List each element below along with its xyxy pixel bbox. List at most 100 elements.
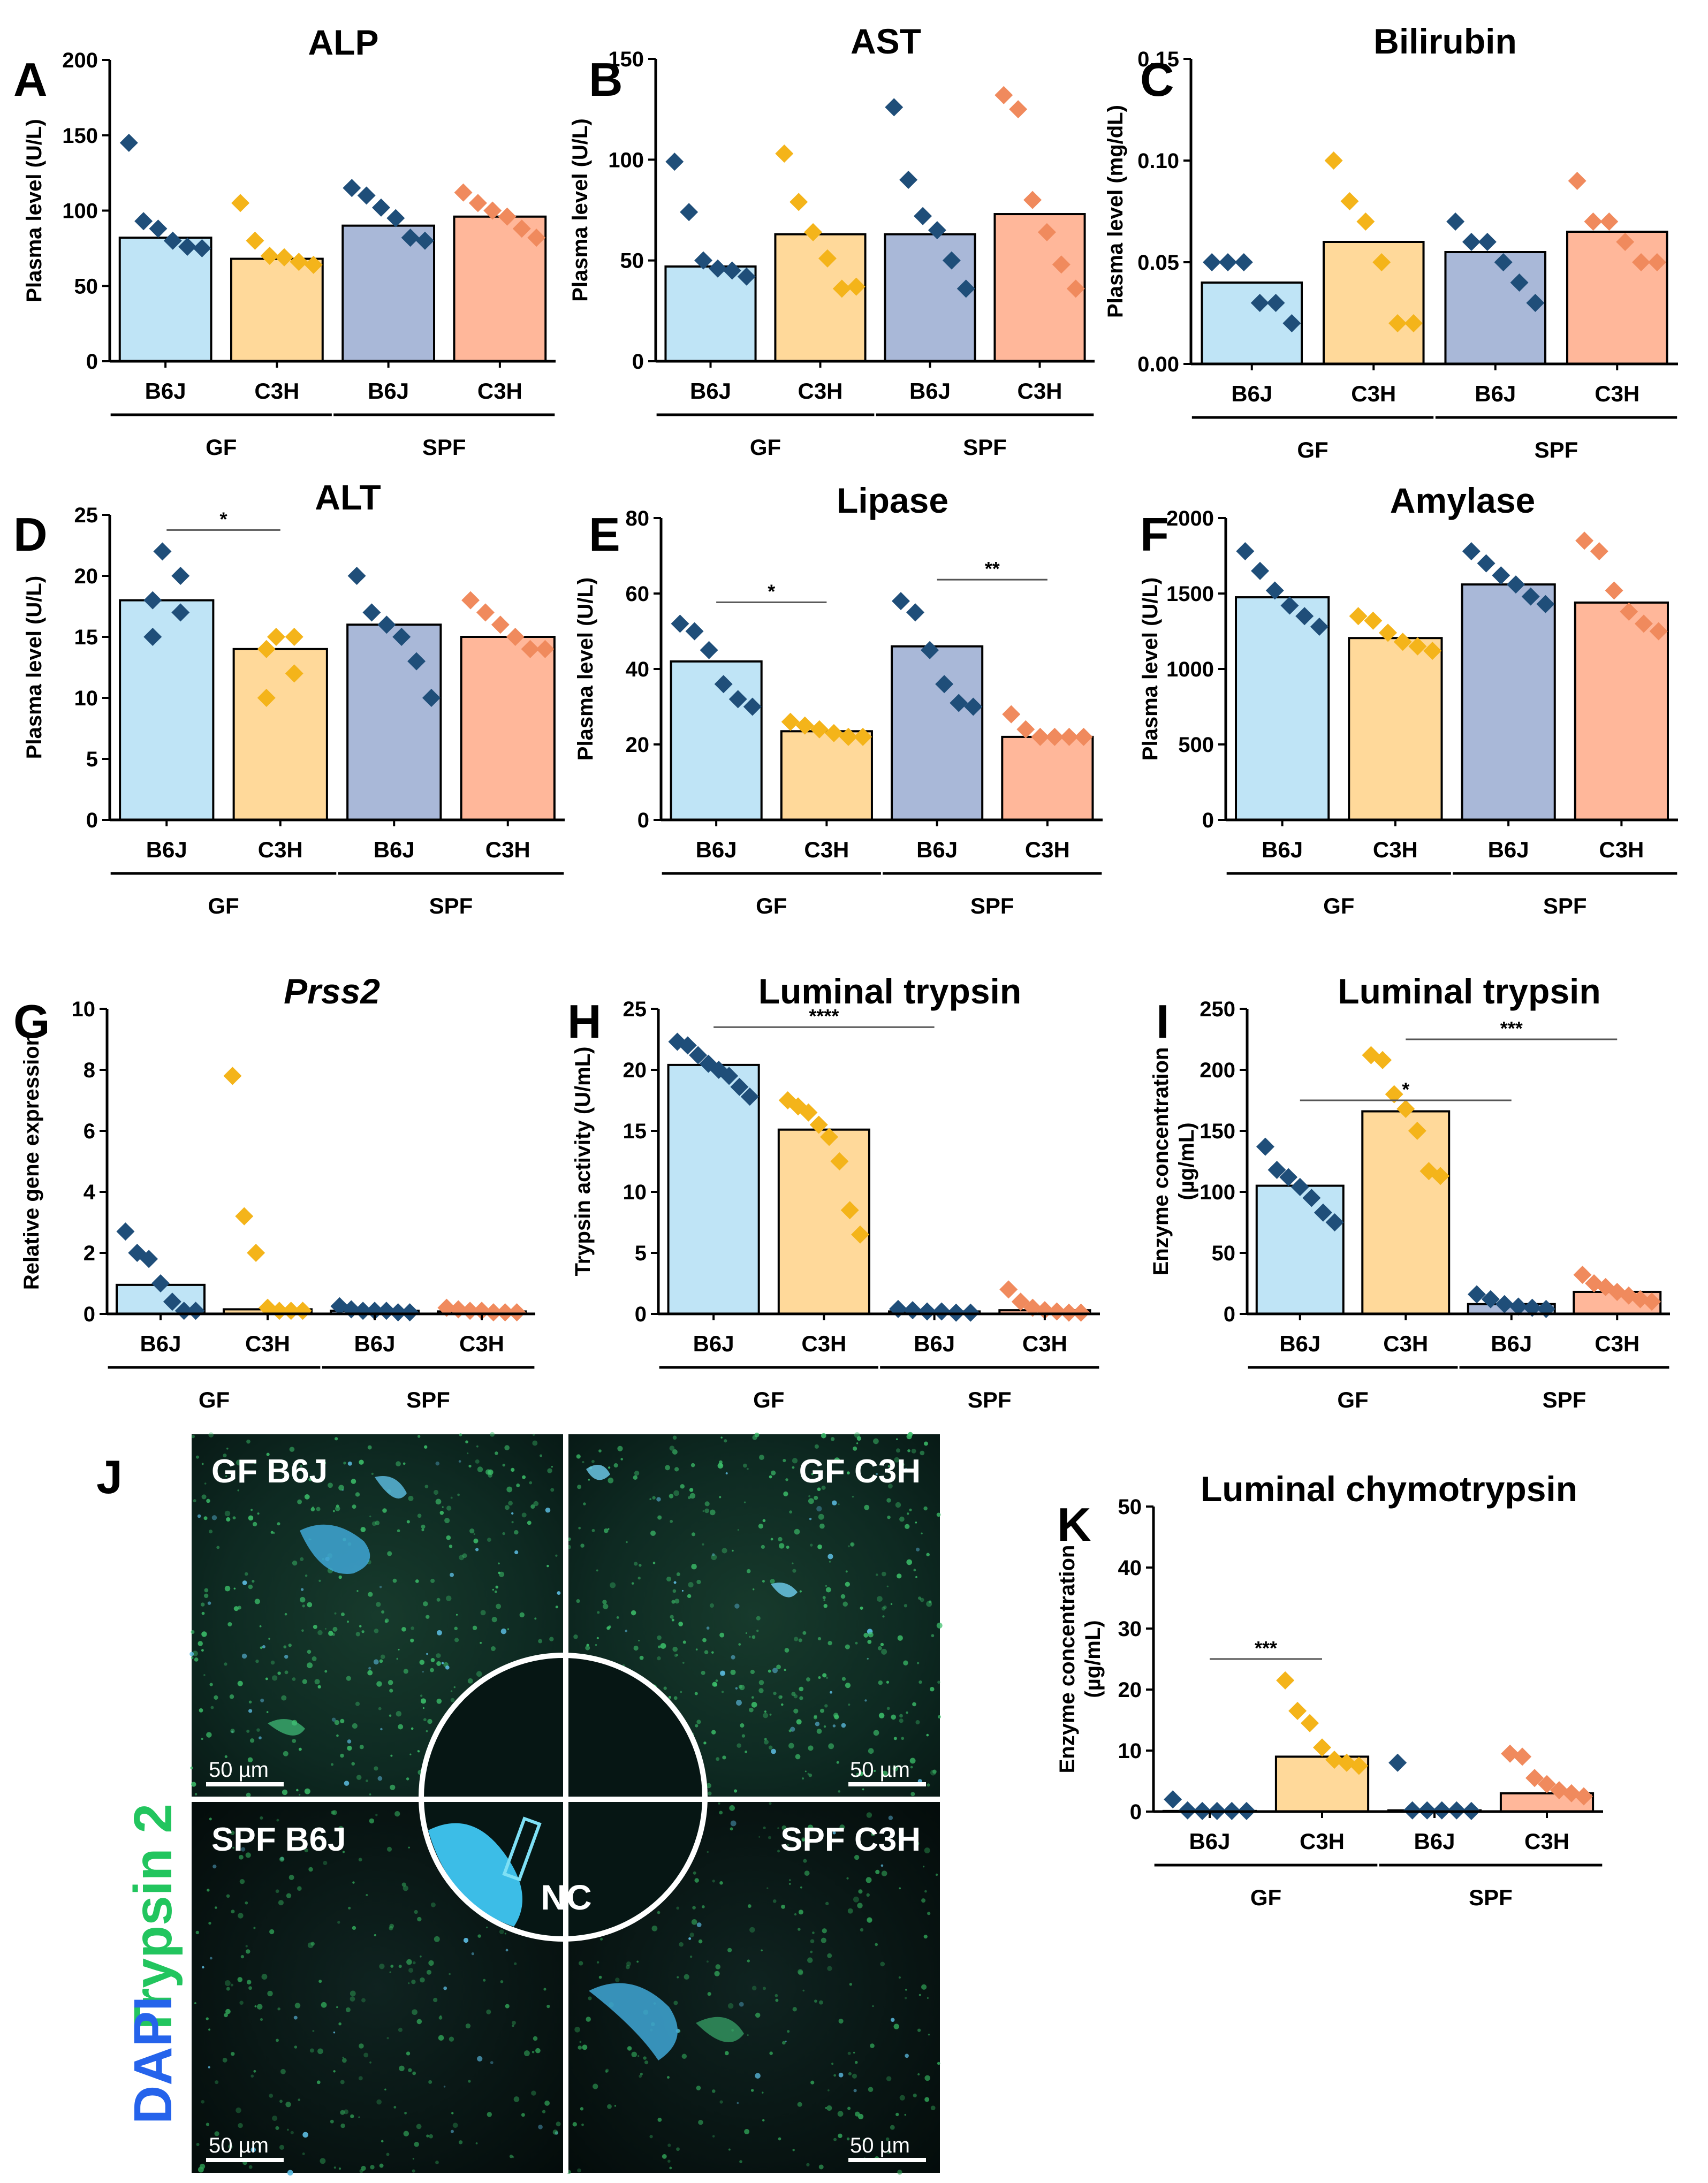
fluorescence-speckle xyxy=(577,2168,581,2173)
fluorescence-speckle xyxy=(727,1948,732,1953)
y-tick-label: 25 xyxy=(623,998,647,1021)
fluorescence-speckle xyxy=(762,1580,765,1583)
data-point-marker xyxy=(1477,554,1496,573)
data-point-marker xyxy=(1408,1122,1426,1140)
fluorescence-speckle xyxy=(401,1882,406,1887)
fluorescence-speckle xyxy=(882,1770,888,1777)
fluorescence-speckle xyxy=(477,2056,483,2062)
fluorescence-speckle xyxy=(695,1648,698,1650)
fluorescence-speckle xyxy=(644,2060,649,2065)
fluorescence-speckle xyxy=(886,1707,890,1710)
fluorescence-speckle xyxy=(214,1695,218,1700)
fluorescence-speckle xyxy=(299,1793,301,1796)
fluorescence-speckle xyxy=(670,1519,673,1523)
fluorescence-speckle xyxy=(320,2158,326,2164)
fluorescence-speckle xyxy=(821,1433,826,1439)
x-tick-label: C3H xyxy=(459,1331,504,1356)
fluorescence-speckle xyxy=(190,1766,193,1770)
fluorescence-speckle xyxy=(881,1870,887,1876)
fluorescence-speckle xyxy=(657,1515,662,1520)
fluorescence-speckle xyxy=(308,1867,313,1872)
fluorescence-speckle xyxy=(203,1593,209,1599)
fluorescence-speckle xyxy=(639,1655,644,1660)
fluorescence-speckle xyxy=(381,2140,384,2143)
fluorescence-speckle xyxy=(762,1519,766,1523)
fluorescence-speckle xyxy=(359,1459,364,1465)
fluorescence-speckle xyxy=(272,2116,278,2121)
fluorescence-speckle xyxy=(195,1455,200,1459)
fluorescence-speckle xyxy=(926,1553,930,1557)
y-tick-label: 0.00 xyxy=(1137,353,1179,376)
fluorescence-speckle xyxy=(374,1766,378,1771)
fluorescence-speckle xyxy=(878,1713,885,1718)
x-tick-label: C3H xyxy=(1022,1331,1067,1356)
fluorescence-speckle xyxy=(340,2080,345,2085)
data-point-marker xyxy=(140,1250,158,1268)
fluorescence-speckle xyxy=(886,2076,892,2081)
fluorescence-speckle xyxy=(420,1694,423,1697)
fluorescence-speckle xyxy=(794,1528,800,1535)
fluorescence-speckle xyxy=(195,1930,200,1935)
fluorescence-speckle xyxy=(344,1781,350,1786)
fluorescence-speckle xyxy=(674,1467,679,1472)
fluorescence-speckle xyxy=(935,1873,938,1876)
data-point-marker xyxy=(737,267,756,286)
trypsin-stain-shape xyxy=(268,1719,305,1736)
fluorescence-speckle xyxy=(828,1743,834,1750)
fluorescence-speckle xyxy=(819,1523,825,1529)
fluorescence-speckle xyxy=(691,1532,696,1537)
dapi-nucleus-shape xyxy=(771,1583,798,1598)
data-point-marker xyxy=(1218,253,1237,271)
fluorescence-speckle xyxy=(255,1659,259,1663)
fluorescence-speckle xyxy=(337,1921,340,1924)
fluorescence-speckle xyxy=(203,1516,208,1520)
fluorescence-speckle xyxy=(811,1473,814,1475)
fluorescence-speckle xyxy=(741,1734,746,1738)
fluorescence-speckle xyxy=(511,1467,515,1472)
data-point-marker xyxy=(1525,1769,1544,1788)
fluorescence-speckle xyxy=(340,2123,345,2128)
fluorescence-speckle xyxy=(731,1655,735,1660)
fluorescence-speckle xyxy=(246,1792,251,1798)
data-point-marker xyxy=(357,186,376,205)
fluorescence-speckle xyxy=(406,1520,410,1524)
significance-label: * xyxy=(1402,1078,1409,1100)
data-point-marker xyxy=(1282,314,1301,332)
y-tick-label: 15 xyxy=(74,626,98,649)
fluorescence-speckle xyxy=(396,1657,399,1660)
data-point-marker xyxy=(928,221,946,240)
fluorescence-speckle xyxy=(450,1496,453,1499)
fluorescence-speckle xyxy=(895,1502,901,1508)
fluorescence-speckle xyxy=(848,2072,852,2076)
fluorescence-speckle xyxy=(832,1724,836,1728)
fluorescence-speckle xyxy=(627,2046,632,2051)
x-tick-label: B6J xyxy=(1262,837,1303,862)
fluorescence-speckle xyxy=(473,1538,479,1543)
fluorescence-speckle xyxy=(783,1458,786,1463)
fluorescence-speckle xyxy=(414,2142,419,2147)
fluorescence-speckle xyxy=(454,1638,459,1642)
group-label: GF xyxy=(208,893,239,918)
group-label: SPF xyxy=(406,1387,450,1412)
y-axis-label: Plasma level (U/L) xyxy=(574,577,597,760)
fluorescence-speckle xyxy=(309,2048,314,2053)
fluorescence-speckle xyxy=(878,1680,883,1685)
fluorescence-speckle xyxy=(907,1512,909,1515)
fluorescence-speckle xyxy=(608,1466,611,1469)
fluorescence-speckle xyxy=(458,2140,463,2144)
data-point-marker xyxy=(708,259,727,278)
fluorescence-speckle xyxy=(348,1906,351,1910)
fluorescence-speckle xyxy=(853,2089,857,2093)
fluorescence-speckle xyxy=(681,1589,684,1592)
fluorescence-speckle xyxy=(572,2122,577,2127)
data-point-marker xyxy=(496,1303,514,1322)
fluorescence-speckle xyxy=(294,2003,301,2009)
data-point-marker xyxy=(1600,212,1619,231)
fluorescence-speckle xyxy=(244,1572,248,1576)
data-point-marker xyxy=(820,1128,839,1146)
fluorescence-speckle xyxy=(669,1446,675,1451)
fluorescence-speckle xyxy=(456,1614,458,1616)
data-point-marker xyxy=(178,238,197,256)
y-tick-label: 25 xyxy=(74,504,98,527)
fluorescence-speckle xyxy=(416,2124,422,2129)
